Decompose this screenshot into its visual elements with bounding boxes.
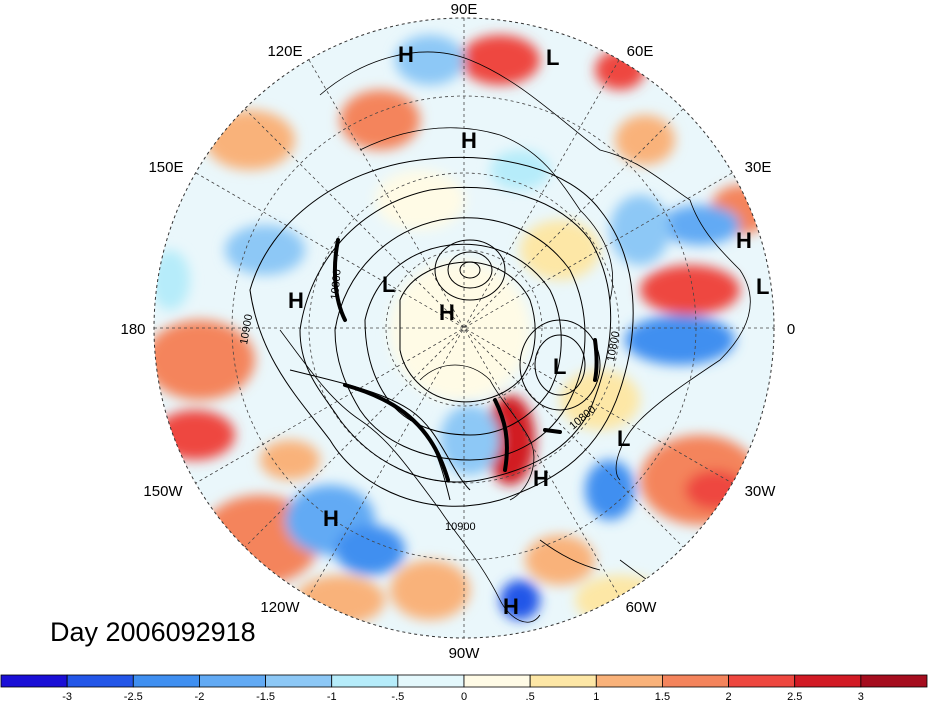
lon-label-120e: 120E [267,43,302,60]
colorbar-cell [662,674,729,688]
meridian-30 [195,172,733,484]
colorbar-tick-label: -2 [195,691,205,702]
colorbar-cell [265,674,333,688]
graticule [154,18,774,638]
pressure-centers: H L H H L H L H L L H H H [288,42,769,619]
high-center-marker: H [398,42,414,67]
colorbar-cell [66,674,134,688]
meridian-60 [308,59,620,597]
colorbar-tick-label: -2.5 [124,691,143,702]
colorbar-tick-label: -1 [327,691,337,702]
colorbar-cell [794,674,862,688]
lon-label-90w: 90W [449,645,481,662]
high-center-marker: H [323,506,339,531]
low-center-marker: L [756,274,769,299]
lon-label-30w: 30W [745,483,777,500]
colorbar-tick-label: -3 [62,691,72,702]
high-center-marker: H [503,594,519,619]
colorbar-cell [728,674,796,688]
colorbar-cell [595,674,663,688]
jet-streak-na-east [493,398,509,472]
colorbar-cells [0,674,928,688]
jet-streak-pacific [332,238,347,322]
colorbar: -3 -2.5 -2 -1.5 -1 -.5 0 .5 1 1.5 2 2.5 3 [0,674,928,702]
colorbar-tick-label: 3 [858,691,864,702]
colorbar-tick-label: 0 [461,691,467,702]
colorbar-cell [463,674,531,688]
colorbar-tick-label: 1.5 [655,691,670,702]
colorbar-tick-label: 1 [593,691,599,702]
lon-label-60w: 60W [626,599,658,616]
colorbar-tick-label: .5 [526,691,535,702]
jet-streak-na-west [343,383,450,482]
jet-streaks [332,238,599,482]
day-title: Day 2006092918 [50,617,256,647]
lon-label-0: 0 [787,321,795,338]
lon-label-150w: 150W [143,483,183,500]
colorbar-cell [0,674,68,688]
colorbar-tick-label: -.5 [391,691,404,702]
lon-label-30e: 30E [745,159,772,176]
colorbar-cell [397,674,465,688]
lat-circle-70 [385,249,543,407]
lon-label-180: 180 [120,321,145,338]
high-center-marker: H [439,300,455,325]
jet-streak-small [543,428,562,434]
contour-label: 10900 [238,313,255,345]
map-boundary [153,17,775,639]
longitude-labels: 90E 120E 60E 150E 30E 180 0 150W 30W 120… [120,1,795,662]
lon-label-120w: 120W [260,599,300,616]
colorbar-cell [860,674,928,688]
colorbar-cell [529,674,597,688]
colorbar-ticks: -3 -2.5 -2 -1.5 -1 -.5 0 .5 1 1.5 2 2.5 3 [62,691,864,702]
low-center-marker: L [546,45,559,70]
lon-label-60e: 60E [627,43,654,60]
coastlines [279,51,751,623]
colorbar-tick-label: 2.5 [787,691,802,702]
low-center-marker: L [617,426,630,451]
low-center-marker: L [553,354,566,379]
contour-label: 10800 [329,269,344,301]
colorbar-cell [132,674,200,688]
meridian-150 [195,172,733,484]
contour-label: 10900 [445,521,476,533]
jet-streak-atlantic [593,338,599,382]
colorbar-tick-label: -1.5 [256,691,275,702]
colorbar-cell [199,674,266,688]
meridian-45 [244,108,684,548]
high-center-marker: H [736,228,752,253]
meridian-120 [308,59,620,597]
high-center-marker: H [533,466,549,491]
low-center-marker: L [382,272,395,297]
high-center-marker: H [288,288,304,313]
lon-label-150e: 150E [148,159,183,176]
contour-label: 10800 [605,330,622,362]
colorbar-cell [331,674,399,688]
meridian-135 [244,108,684,548]
colorbar-tick-label: 2 [726,691,732,702]
high-center-marker: H [461,128,477,153]
height-contours [249,157,634,507]
lon-label-90e: 90E [451,1,478,18]
